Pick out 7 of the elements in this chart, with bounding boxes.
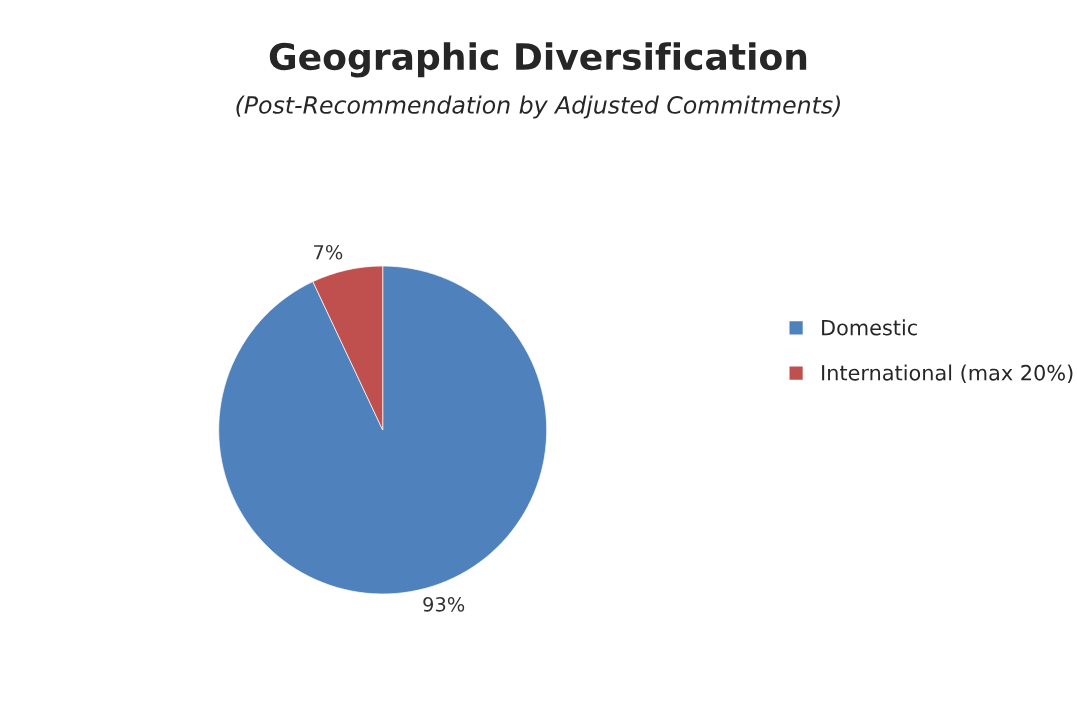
data-label: 93%	[423, 597, 465, 612]
chart-subtitle: (Post-Recommendation by Adjusted Commitments)	[236, 95, 840, 119]
chart-title: Geographic Diversification	[269, 42, 807, 78]
legend-label: International (max 20%)	[822, 364, 1073, 384]
legend-label: Domestic	[822, 319, 917, 336]
data-label: 7%	[314, 244, 343, 260]
pie-slice	[218, 265, 548, 595]
